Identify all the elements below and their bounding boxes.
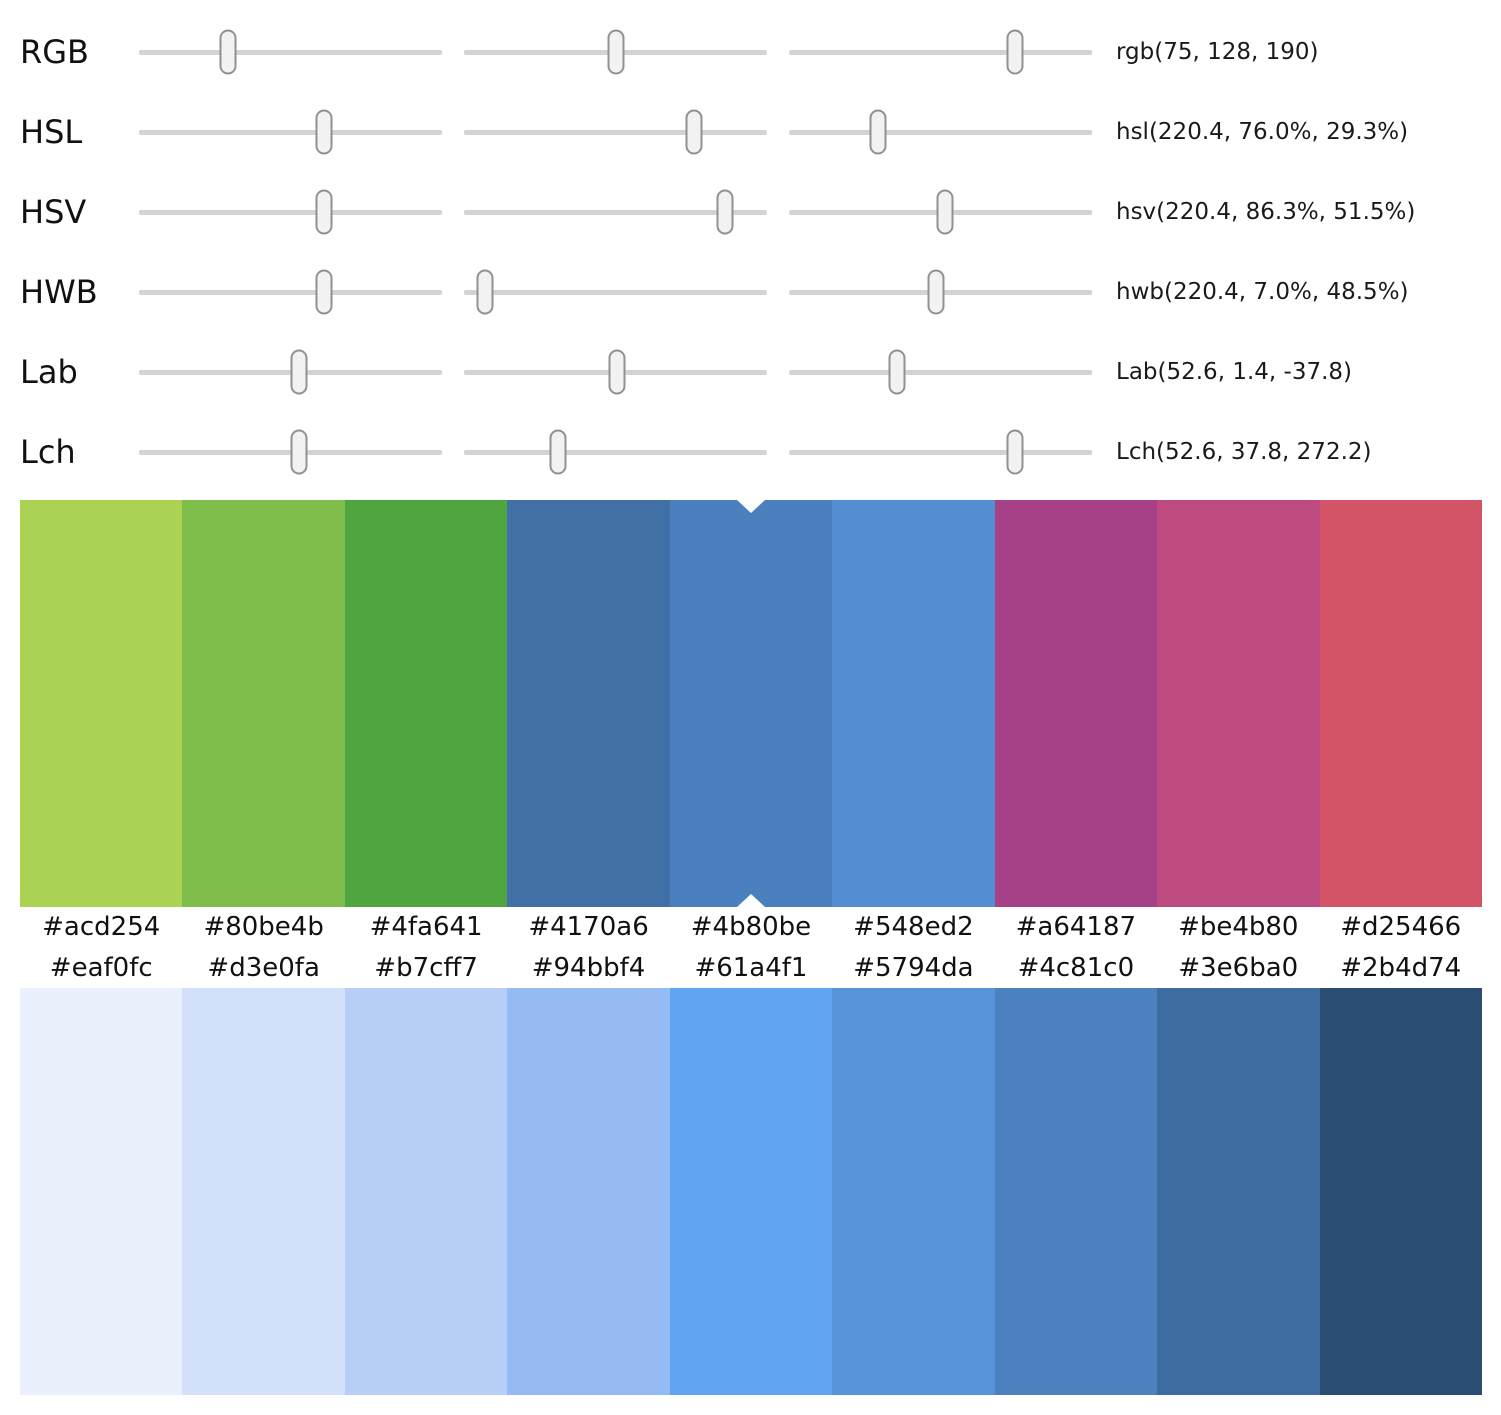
hex-label: #2b4d74: [1340, 952, 1462, 983]
swatch[interactable]: [994, 988, 1158, 1395]
hsv-s-slider-track[interactable]: [464, 189, 767, 235]
slider-row-hwb: HWB hwb(220.4, 7.0%, 48.5%): [20, 252, 1501, 332]
colorspace-label-lab: Lab: [20, 353, 78, 391]
hex-label: #4170a6: [528, 912, 649, 942]
slider-row-lch: Lch Lch(52.6, 37.8, 272.2): [20, 412, 1501, 492]
hsl-value-text: hsl(220.4, 76.0%, 29.3%): [1116, 119, 1409, 145]
hsv-s-slider-thumb[interactable]: [716, 189, 734, 235]
hex-label: #a64187: [1015, 912, 1137, 942]
lab-b-slider-track[interactable]: [789, 349, 1092, 395]
slider-row-lab: Lab Lab(52.6, 1.4, -37.8): [20, 332, 1501, 412]
hex-label: #d3e0fa: [207, 952, 320, 983]
swatch[interactable]: [1319, 988, 1482, 1395]
hex-label: #3e6ba0: [1178, 952, 1299, 983]
lch-l-slider-thumb[interactable]: [290, 429, 308, 475]
hex-label: #548ed2: [853, 912, 974, 942]
lab-l-slider-track[interactable]: [139, 349, 442, 395]
colorspace-label-lch: Lch: [20, 433, 76, 471]
swatch[interactable]: [20, 500, 183, 907]
hex-label: #94bbf4: [531, 952, 646, 983]
lch-l-slider-track[interactable]: [139, 429, 442, 475]
lch-c-slider-thumb[interactable]: [549, 429, 567, 475]
swatch[interactable]: [669, 988, 833, 1395]
hex-label: #80be4b: [203, 912, 324, 942]
hsl-s-slider-thumb[interactable]: [685, 109, 703, 155]
hwb-value-text: hwb(220.4, 7.0%, 48.5%): [1116, 279, 1409, 305]
hsv-v-slider-track[interactable]: [789, 189, 1092, 235]
palette-top-strip: [20, 500, 1482, 907]
selected-swatch[interactable]: [669, 500, 833, 907]
swatch[interactable]: [832, 988, 995, 1395]
swatch[interactable]: [182, 988, 345, 1395]
rgb-r-slider-track[interactable]: [139, 29, 442, 75]
hex-label: #4b80be: [690, 912, 812, 942]
swatch[interactable]: [507, 988, 670, 1395]
slider-row-hsl: HSL hsl(220.4, 76.0%, 29.3%): [20, 92, 1501, 172]
swatch[interactable]: [1157, 988, 1320, 1395]
palette-bottom-strip: [20, 988, 1482, 1395]
hwb-h-slider-thumb[interactable]: [315, 269, 333, 315]
slider-row-rgb: RGB rgb(75, 128, 190): [20, 12, 1501, 92]
lab-a-slider-track[interactable]: [464, 349, 767, 395]
lch-c-slider-track[interactable]: [464, 429, 767, 475]
colorspace-label-hsl: HSL: [20, 113, 83, 151]
swatch[interactable]: [832, 500, 995, 907]
hsl-l-slider-track[interactable]: [789, 109, 1092, 155]
hex-label: #acd254: [42, 912, 161, 942]
hex-label: #eaf0fc: [49, 952, 153, 983]
lch-h-slider-thumb[interactable]: [1006, 429, 1024, 475]
hsl-l-slider-thumb[interactable]: [869, 109, 887, 155]
lab-l-slider-thumb[interactable]: [290, 349, 308, 395]
rgb-g-slider-track[interactable]: [464, 29, 767, 75]
lch-h-slider-track[interactable]: [789, 429, 1092, 475]
hsv-value-text: hsv(220.4, 86.3%, 51.5%): [1116, 199, 1416, 225]
selected-swatch-notch-bottom-icon: [736, 894, 765, 907]
hwb-b-slider-thumb[interactable]: [927, 269, 945, 315]
colorspace-label-hsv: HSV: [20, 193, 87, 231]
rgb-g-slider-thumb[interactable]: [607, 29, 625, 75]
hsv-h-slider-track[interactable]: [139, 189, 442, 235]
hsv-h-slider-thumb[interactable]: [315, 189, 333, 235]
lab-value-text: Lab(52.6, 1.4, -37.8): [1116, 359, 1352, 385]
hwb-h-slider-track[interactable]: [139, 269, 442, 315]
rgb-b-slider-thumb[interactable]: [1006, 29, 1024, 75]
hex-label: #4c81c0: [1017, 952, 1135, 983]
selected-swatch-notch-top-icon: [736, 500, 765, 513]
swatch[interactable]: [20, 988, 183, 1395]
hex-label: #be4b80: [1178, 912, 1299, 942]
lch-value-text: Lch(52.6, 37.8, 272.2): [1116, 439, 1372, 465]
hex-label: #5794da: [853, 952, 974, 983]
swatch[interactable]: [344, 988, 508, 1395]
swatch[interactable]: [1157, 500, 1320, 907]
rgb-value-text: rgb(75, 128, 190): [1116, 39, 1319, 65]
hwb-w-slider-thumb[interactable]: [476, 269, 494, 315]
lab-a-slider-thumb[interactable]: [608, 349, 626, 395]
colorspace-sliders-panel: RGB rgb(75, 128, 190) HSL hsl(220.4, 76.…: [0, 0, 1501, 492]
swatch[interactable]: [182, 500, 345, 907]
swatch[interactable]: [507, 500, 670, 907]
hwb-w-slider-track[interactable]: [464, 269, 767, 315]
colorspace-label-rgb: RGB: [20, 33, 89, 71]
hex-label: #b7cff7: [374, 952, 478, 983]
swatch[interactable]: [344, 500, 508, 907]
hwb-b-slider-track[interactable]: [789, 269, 1092, 315]
hsv-v-slider-thumb[interactable]: [936, 189, 954, 235]
hsl-s-slider-track[interactable]: [464, 109, 767, 155]
slider-row-hsv: HSV hsv(220.4, 86.3%, 51.5%): [20, 172, 1501, 252]
hsl-h-slider-track[interactable]: [139, 109, 442, 155]
hex-label: #4fa641: [369, 912, 483, 942]
lab-b-slider-thumb[interactable]: [888, 349, 906, 395]
rgb-r-slider-thumb[interactable]: [219, 29, 237, 75]
palette-bottom-hex-labels: #eaf0fc #d3e0fa #b7cff7 #94bbf4 #61a4f1 …: [20, 947, 1482, 988]
hex-label: #61a4f1: [694, 952, 808, 983]
swatch[interactable]: [1319, 500, 1482, 907]
rgb-b-slider-track[interactable]: [789, 29, 1092, 75]
hex-label: #d25466: [1340, 912, 1462, 942]
palette-top-hex-labels: #acd254 #80be4b #4fa641 #4170a6 #4b80be …: [20, 907, 1482, 947]
hsl-h-slider-thumb[interactable]: [315, 109, 333, 155]
colorspace-label-hwb: HWB: [20, 273, 98, 311]
swatch[interactable]: [994, 500, 1158, 907]
